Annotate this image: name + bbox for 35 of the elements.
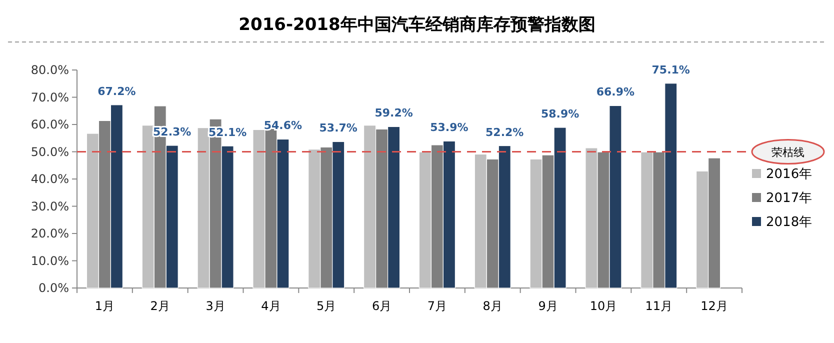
x-tick-label: 8月: [482, 299, 502, 313]
x-tick-label: 1月: [94, 299, 115, 313]
x-tick-label: 6月: [372, 299, 392, 313]
data-label: 53.7%: [319, 122, 358, 135]
x-tick-label: 2月: [150, 299, 170, 313]
x-tick-label: 3月: [206, 299, 226, 313]
y-tick-label: 10.0%: [30, 254, 69, 268]
data-label: 54.6%: [264, 119, 302, 132]
data-label: 59.2%: [374, 106, 413, 120]
x-tick-label: 11月: [645, 299, 673, 313]
legend-label: 2016年: [766, 167, 812, 182]
y-tick-label: 30.0%: [30, 199, 69, 214]
data-label: 75.1%: [652, 63, 690, 76]
data-label: 53.9%: [430, 121, 468, 134]
y-tick-label: 0.0%: [38, 281, 69, 295]
x-tick-label: 4月: [261, 299, 281, 313]
data-label: 67.2%: [98, 84, 136, 98]
y-tick-label: 50.0%: [30, 144, 69, 159]
y-tick-label: 80.0%: [30, 63, 69, 77]
legend-label: 2017年: [766, 191, 812, 206]
data-label: 66.9%: [596, 86, 635, 99]
x-tick-label: 10月: [590, 299, 618, 313]
x-tick-label: 5月: [316, 299, 336, 313]
y-tick-label: 20.0%: [30, 226, 69, 240]
data-label: 58.9%: [540, 107, 580, 120]
ref-line-label: 荣枯线: [772, 146, 804, 159]
y-tick-label: 70.0%: [30, 90, 69, 104]
data-label: 52.2%: [486, 126, 524, 139]
legend-label: 2018年: [766, 215, 812, 230]
x-tick-label: 9月: [538, 299, 558, 313]
x-tick-label: 7月: [427, 299, 448, 313]
y-tick-label: 60.0%: [30, 118, 69, 132]
x-tick-label: 12月: [700, 299, 728, 313]
chart-title: 2016-2018年中国汽车经销商库存预警指数图: [238, 15, 596, 35]
y-tick-label: 40.0%: [30, 172, 69, 186]
